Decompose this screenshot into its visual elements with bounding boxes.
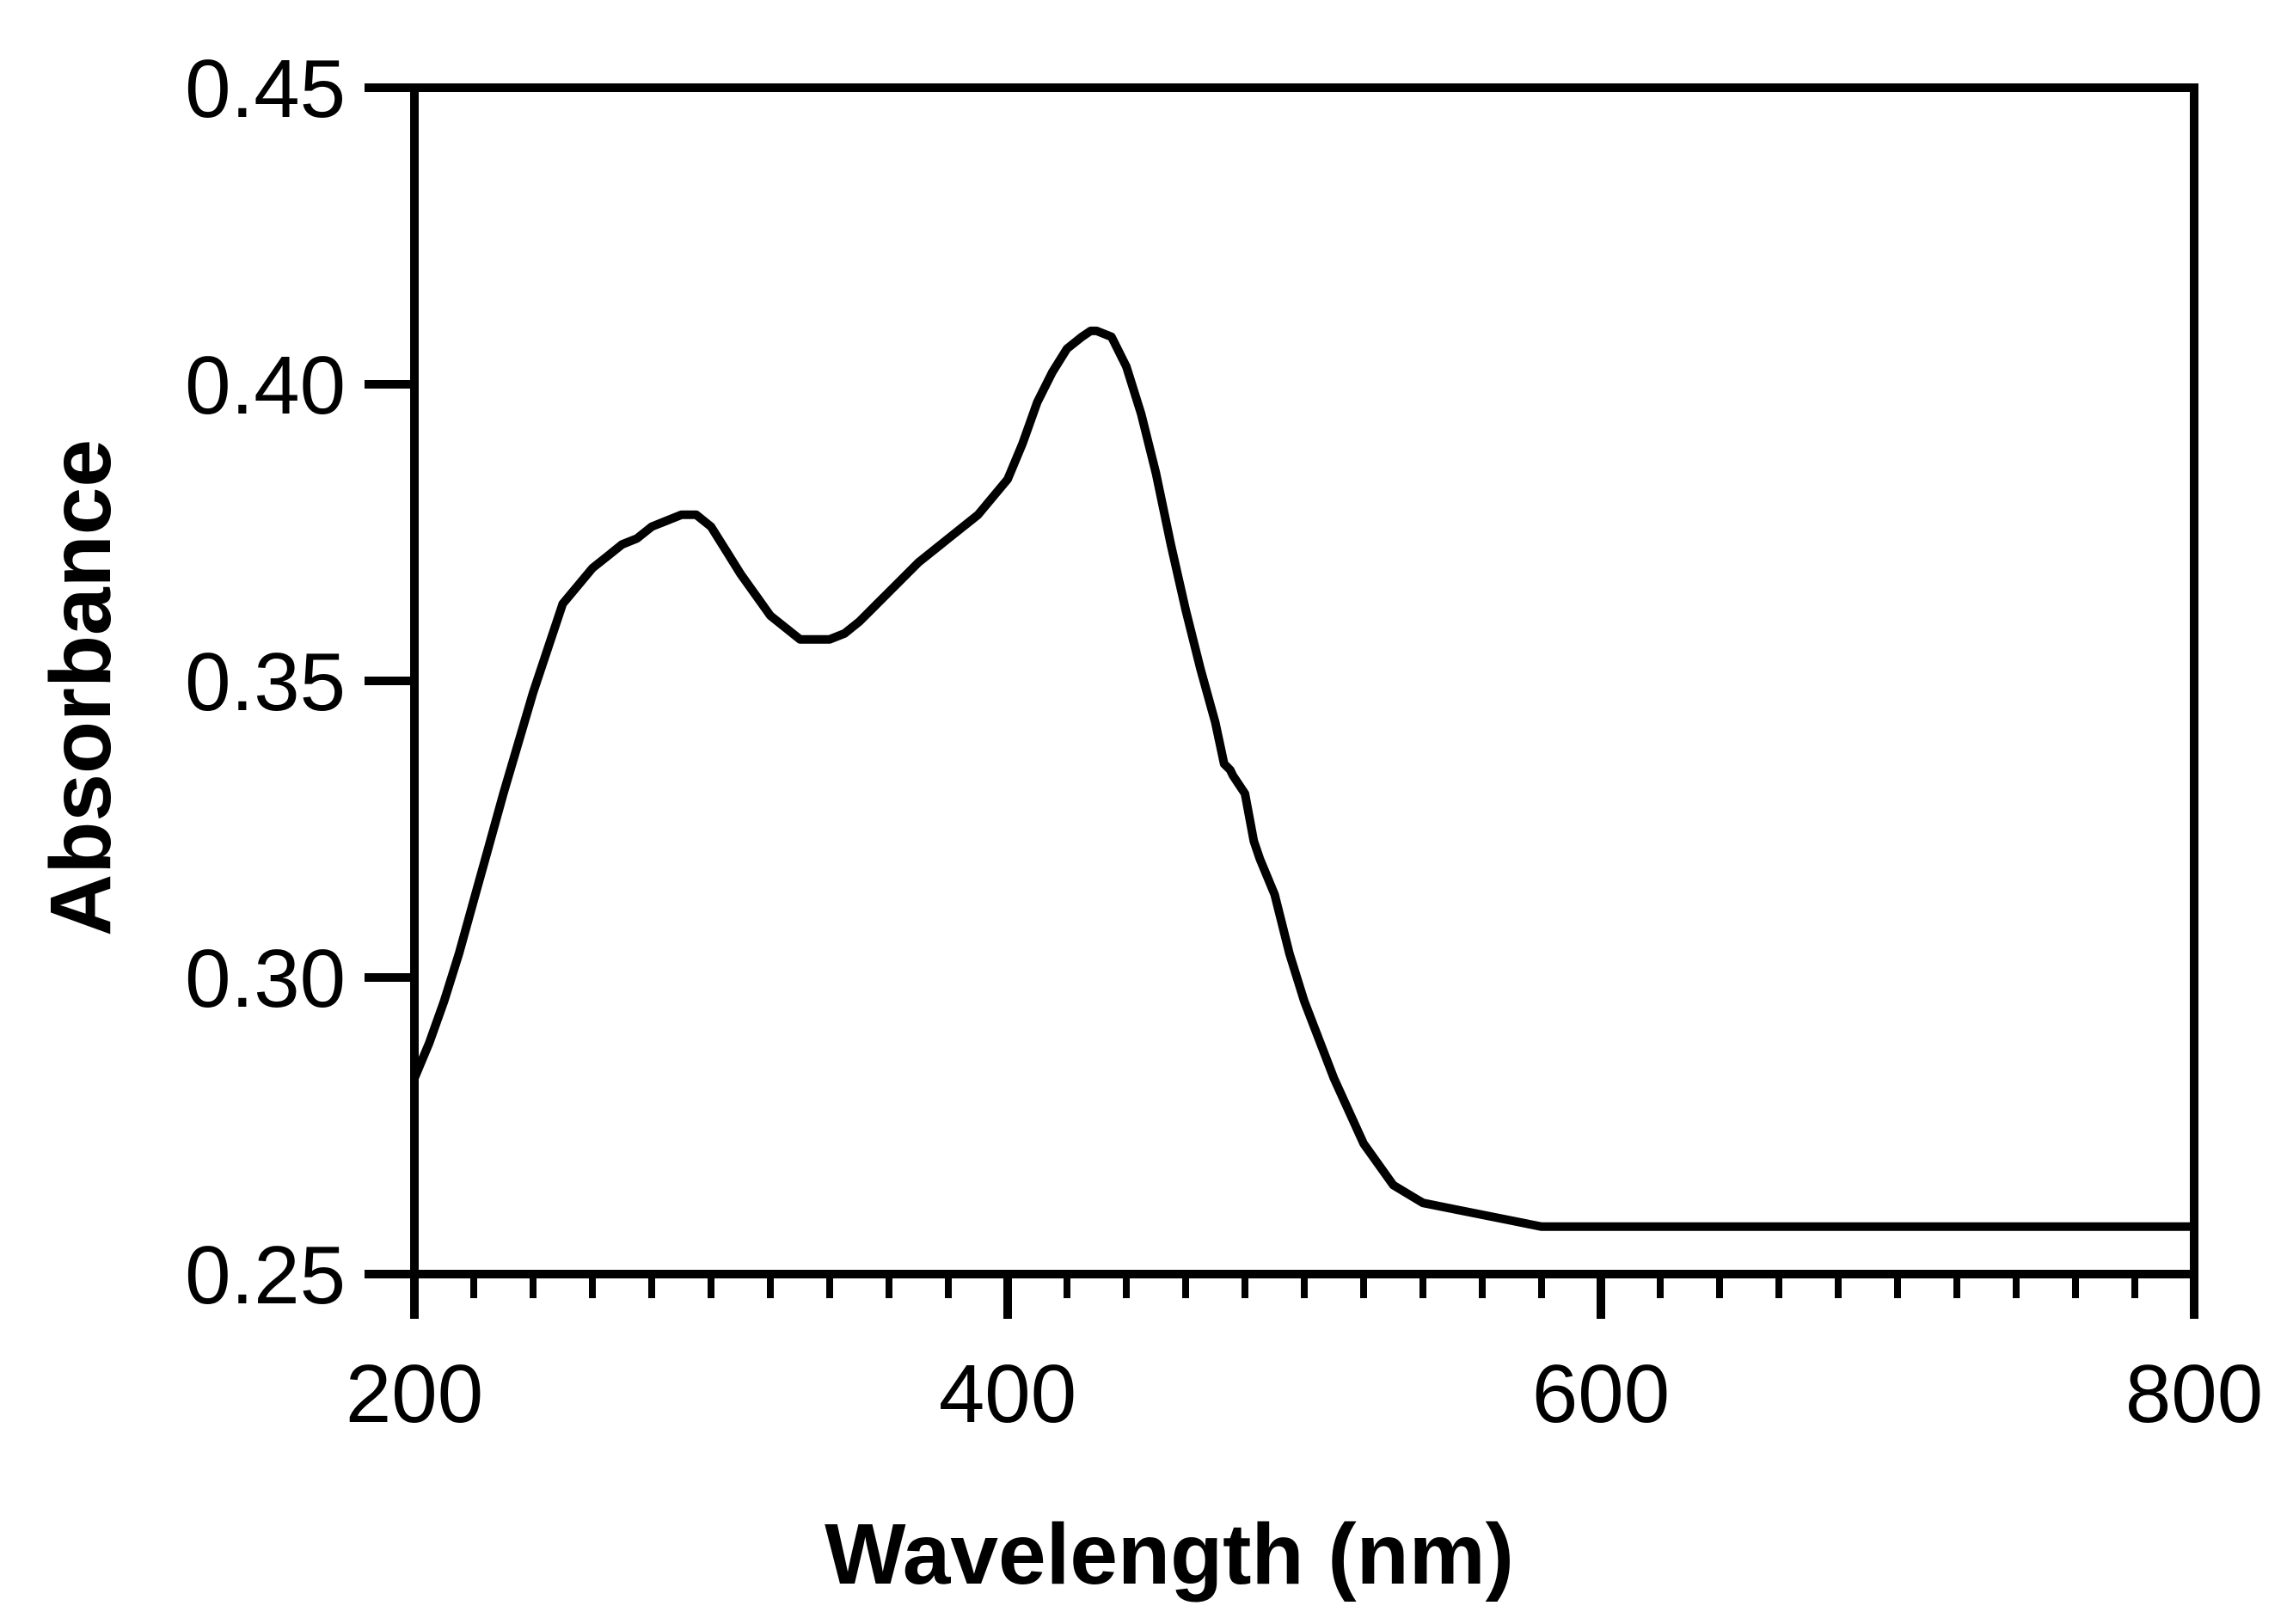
x-axis-title: Wavelength (nm) (825, 1506, 1514, 1603)
x-tick-label: 200 (346, 1348, 483, 1440)
tick-labels-group: 200 400 600 800 0.25 0.30 0.35 0.40 0.45 (185, 43, 2263, 1440)
y-tick-label: 0.30 (185, 933, 346, 1025)
axes-group (410, 83, 2198, 1278)
y-axis-title: Absorbance (33, 439, 129, 936)
y-tick-label: 0.35 (185, 636, 346, 728)
series-group (410, 326, 2198, 1231)
absorbance-series-line (410, 326, 2198, 1231)
y-tick-label: 0.45 (185, 43, 346, 135)
x-tick-label: 800 (2125, 1348, 2263, 1440)
x-tick-label: 400 (939, 1348, 1076, 1440)
ticks-group (365, 83, 2198, 1319)
y-tick-label: 0.40 (185, 340, 346, 432)
y-tick-label: 0.25 (185, 1229, 346, 1321)
x-tick-label: 600 (1532, 1348, 1670, 1440)
